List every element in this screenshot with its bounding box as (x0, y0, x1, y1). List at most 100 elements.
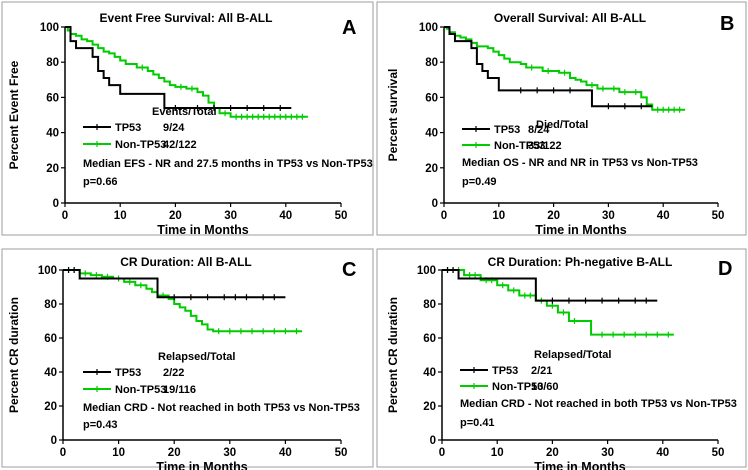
x-tick-label: 50 (712, 210, 725, 222)
y-tick-label: 20 (44, 401, 57, 413)
x-tick-label: 30 (602, 210, 615, 222)
x-tick-label: 10 (491, 447, 504, 459)
x-axis-label: Time in Months (157, 223, 248, 237)
legend-label: TP53 (115, 367, 141, 379)
y-tick-label: 40 (425, 128, 438, 140)
x-axis-label: Time in Months (156, 460, 247, 470)
x-tick-label: 40 (279, 210, 292, 222)
y-tick-label: 100 (417, 265, 436, 277)
panel-border (1, 248, 374, 468)
x-tick-label: 0 (441, 210, 447, 222)
x-tick-label: 10 (492, 210, 505, 222)
y-axis-label: Percent CR duration (386, 297, 400, 413)
legend-header: Relapsed/Total (534, 349, 611, 361)
panel-title: Overall Survival: All B-ALL (494, 11, 646, 25)
legend-label: TP53 (494, 124, 520, 136)
legend-label: Non-TP53 (494, 140, 545, 152)
p-value: p=0.49 (462, 176, 497, 188)
panel-title: Event Free Survival: All B-ALL (100, 11, 273, 25)
panel-title: CR Duration: Ph-negative B-ALL (488, 255, 673, 269)
x-axis-label: Time in Months (535, 223, 626, 237)
panel-border (1, 1, 374, 236)
y-tick-label: 100 (38, 265, 57, 277)
legend-value: 2/21 (531, 365, 552, 377)
panel-a: Event Free Survival: All B-ALL A 0 10 20 30 40… (1, 1, 374, 237)
x-tick-label: 10 (114, 210, 127, 222)
y-tick-label: 100 (40, 22, 59, 34)
series-line-tp53 (63, 269, 286, 299)
y-tick-label: 0 (51, 435, 57, 447)
y-tick-label: 60 (46, 92, 59, 104)
panel-border (376, 248, 747, 468)
legend-value: 10/60 (531, 381, 559, 393)
y-tick-label: 20 (423, 401, 436, 413)
y-axis-label: Percent CR duration (7, 297, 21, 413)
y-tick-label: 0 (432, 198, 438, 210)
x-tick-label: 20 (168, 447, 181, 459)
x-tick-label: 30 (223, 447, 236, 459)
series-line-non-tp53 (444, 26, 686, 111)
y-tick-label: 20 (46, 163, 59, 175)
x-tick-label: 0 (439, 447, 445, 459)
panel-letter: A (342, 17, 356, 39)
series-line-tp53 (444, 26, 653, 108)
y-tick-label: 60 (44, 333, 57, 345)
x-tick-label: 30 (601, 447, 614, 459)
y-tick-label: 60 (425, 92, 438, 104)
panel-c: CR Duration: All B-ALL C 0 10 20 30 40 50 0 20 40 6… (1, 248, 374, 470)
x-axis-label: Time in Months (534, 460, 625, 470)
legend-label: Non-TP53 (115, 384, 166, 396)
median-annotation: Median EFS - NR and 27.5 months in TP53 … (83, 158, 373, 170)
y-tick-label: 100 (419, 22, 438, 34)
legend-label: TP53 (492, 365, 518, 377)
y-tick-label: 80 (46, 57, 59, 69)
p-value: p=0.43 (83, 419, 118, 431)
legend-header: Died/Total (536, 119, 588, 131)
panel-title: CR Duration: All B-ALL (120, 255, 252, 269)
y-tick-label: 0 (430, 435, 436, 447)
legend-value: 8/24 (528, 124, 550, 136)
panel-letter: D (718, 258, 732, 280)
x-tick-label: 40 (656, 447, 669, 459)
x-tick-label: 20 (547, 210, 560, 222)
median-annotation: Median CRD - Not reached in both TP53 vs… (83, 402, 360, 414)
x-tick-label: 0 (60, 447, 66, 459)
legend-value: 33/122 (528, 140, 562, 152)
legend-value: 42/122 (163, 139, 197, 151)
y-tick-label: 60 (423, 333, 436, 345)
median-annotation: Median CRD - Not reached in both TP53 vs… (460, 398, 737, 410)
x-tick-label: 40 (657, 210, 670, 222)
legend-header: Relapsed/Total (158, 351, 235, 363)
y-tick-label: 80 (425, 57, 438, 69)
legend-value: 2/22 (163, 367, 184, 379)
panel-d: CR Duration: Ph-negative B-ALL D 0 10 20 30 40… (376, 248, 747, 470)
median-annotation: Median OS - NR and NR in TP53 vs Non-TP5… (462, 157, 698, 169)
p-value: p=0.66 (83, 176, 118, 188)
series-line-tp53 (65, 26, 292, 109)
x-tick-label: 10 (112, 447, 125, 459)
y-axis-label: Percent survival (386, 69, 400, 162)
legend-label: Non-TP53 (492, 381, 543, 393)
x-tick-label: 30 (224, 210, 237, 222)
legend-label: TP53 (115, 122, 141, 134)
x-tick-label: 40 (279, 447, 292, 459)
legend-value: 9/24 (163, 122, 185, 134)
y-tick-label: 80 (44, 299, 57, 311)
legend-label: Non-TP53 (115, 139, 166, 151)
y-tick-label: 20 (425, 163, 438, 175)
legend-value: 19/116 (163, 384, 196, 396)
x-tick-label: 0 (62, 210, 68, 222)
x-tick-label: 20 (169, 210, 182, 222)
y-tick-label: 0 (53, 198, 59, 210)
x-tick-label: 20 (546, 447, 559, 459)
series-line-tp53 (442, 269, 658, 302)
panel-letter: B (720, 13, 734, 35)
y-tick-label: 80 (423, 299, 436, 311)
y-tick-label: 40 (44, 367, 57, 379)
y-tick-label: 40 (46, 128, 59, 140)
y-tick-label: 40 (423, 367, 436, 379)
legend-header: Events/Total (152, 106, 217, 118)
panel-b: Overall Survival: All B-ALL B 0 10 20 30 40 50 0… (376, 1, 747, 237)
x-tick-label: 50 (335, 447, 348, 459)
